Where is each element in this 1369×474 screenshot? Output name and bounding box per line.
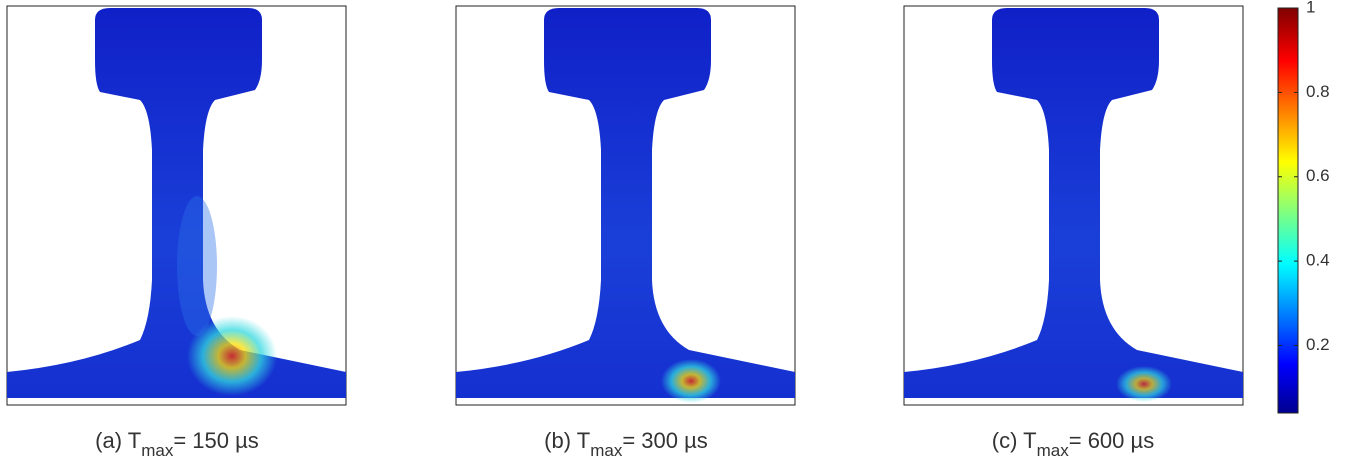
caption: (b) Tmax= 300 µs (544, 428, 708, 460)
tick-label: 0.2 (1306, 335, 1330, 354)
caption-subscript: max (1037, 441, 1070, 460)
caption-label: (a) T (95, 428, 141, 453)
caption-suffix: = 300 µs (622, 428, 707, 453)
caption-suffix: = 150 µs (173, 428, 258, 453)
caption-subscript: max (141, 441, 174, 460)
caption-label: (c) T (992, 428, 1037, 453)
colorbar-axis: 0.2 0.4 0.6 0.8 1 (1278, 0, 1330, 354)
panel-b (455, 5, 796, 406)
panel-a (6, 5, 347, 406)
colorbar (1277, 7, 1299, 414)
glow (177, 196, 217, 336)
tick-label: 0.8 (1306, 82, 1330, 101)
caption: (a) Tmax= 150 µs (95, 428, 259, 460)
caption-subscript: max (590, 441, 623, 460)
hot-spot (661, 359, 721, 403)
caption-suffix: = 600 µs (1069, 428, 1154, 453)
tick-label: 1 (1306, 0, 1315, 16)
tick-label: 0.6 (1306, 166, 1330, 185)
caption-label: (b) T (544, 428, 590, 453)
hot-spot (187, 316, 277, 396)
panel-c (903, 5, 1244, 406)
hot-spot (1116, 366, 1172, 402)
caption: (c) Tmax= 600 µs (992, 428, 1154, 460)
tick-label: 0.4 (1306, 251, 1330, 270)
